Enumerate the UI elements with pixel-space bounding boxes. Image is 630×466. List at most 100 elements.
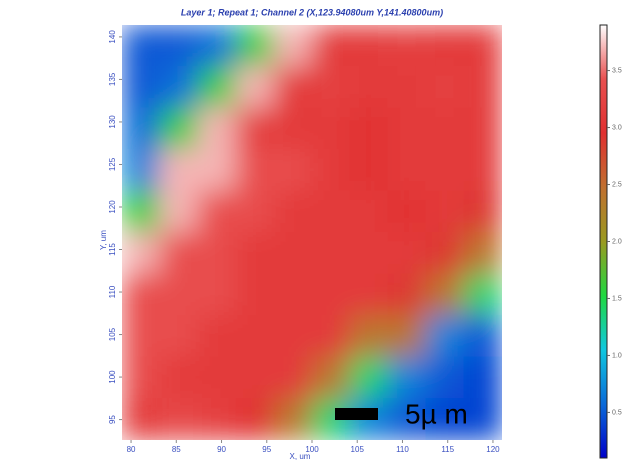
heatmap-cell [197,107,237,150]
heatmap-cell [311,66,351,109]
y-axis-label: Y, um [99,230,108,250]
colorbar-tick-label: 2.0 [612,238,622,245]
heatmap-cell [197,398,237,440]
chart-title: Layer 1; Repeat 1; Channel 2 (X,123.9408… [181,7,443,17]
heatmap-cell [197,232,237,275]
heatmap-cell [463,398,502,440]
heatmap-cell [273,107,313,150]
x-tick-label: 115 [441,445,454,454]
x-axis-label: X, um [290,452,311,461]
heatmap-cell [122,107,161,150]
plot-area [122,25,502,440]
heatmap-cell [235,25,275,67]
heatmap-cell [349,273,389,316]
heatmap-cell [463,356,502,399]
heatmap-cell [425,315,465,358]
heatmap-cell [122,66,161,109]
heatmap-cell [197,356,237,399]
heatmap-cell [122,232,161,275]
heatmap-cell [235,315,275,358]
heatmap-cell [425,232,465,275]
x-tick-label: 100 [305,445,319,454]
colorbar-tick-label: 1.5 [612,295,622,302]
heatmap-cell [159,356,199,399]
heatmap-cell [197,315,237,358]
heatmap-cell [273,273,313,316]
heatmap-cell [311,149,351,192]
x-tick-label: 105 [351,445,365,454]
heatmap-cell [235,398,275,440]
heatmap-cell [387,190,427,233]
heatmap-cell [387,356,427,399]
heatmap-cell [425,398,465,440]
x-tick-label: 95 [262,445,271,454]
x-tick-label: 80 [127,445,136,454]
heatmap-cell [235,190,275,233]
y-tick-label: 110 [108,285,117,298]
y-tick-label: 95 [108,415,117,424]
y-tick-label: 105 [108,327,117,341]
heatmap-cell [273,190,313,233]
heatmap-cell [463,190,502,233]
x-tick-label: 120 [486,445,500,454]
heatmap-cell [311,232,351,275]
heatmap-cell [159,232,199,275]
heatmap-cell [273,25,313,67]
heatmap-cell [273,232,313,275]
colorbar-tick-label: 3.0 [612,124,622,131]
heatmap-cell [425,356,465,399]
heatmap-cell [197,149,237,192]
heatmap-cell [425,66,465,109]
x-tick-label: 110 [396,445,409,454]
heatmap [122,25,502,440]
heatmap-cell [273,398,313,440]
heatmap-cell [349,190,389,233]
heatmap-cell [235,356,275,399]
heatmap-cell [311,107,351,150]
heatmap-cell [311,356,351,399]
heatmap-cell [463,232,502,275]
heatmap-cell [235,149,275,192]
heatmap-cell [425,107,465,150]
heatmap-cell [122,190,161,233]
colorbar [599,24,608,459]
heatmap-cell [235,232,275,275]
heatmap-cell [235,66,275,109]
x-tick-label: 85 [172,445,181,454]
x-tick-label: 90 [217,445,226,454]
heatmap-cell [122,356,161,399]
heatmap-cell [387,398,427,440]
scale-bar [335,408,378,420]
heatmap-cell [463,315,502,358]
colorbar-tick-label: 2.5 [612,181,622,188]
scale-bar-label: 5µ m [405,398,468,429]
heatmap-cell [122,149,161,192]
heatmap-cell [349,232,389,275]
y-tick-label: 135 [108,72,117,86]
heatmap-cell [387,149,427,192]
heatmap-cell [197,273,237,316]
heatmap-cell [159,66,199,109]
heatmap-cell [122,273,161,316]
heatmap-cell [387,232,427,275]
heatmap-cell [425,25,465,67]
heatmap-cell [387,273,427,316]
heatmap-cell [197,190,237,233]
heatmap-cell [159,149,199,192]
heatmap-cell [349,356,389,399]
heatmap-cell [349,107,389,150]
y-tick-label: 130 [108,115,117,129]
heatmap-cell [349,315,389,358]
heatmap-cell [463,107,502,150]
heatmap-cell [425,149,465,192]
heatmap-cell [463,25,502,67]
heatmap-cell [387,107,427,150]
heatmap-cell [463,66,502,109]
heatmap-cell [273,66,313,109]
heatmap-cell [235,107,275,150]
heatmap-cell [349,149,389,192]
heatmap-cell [311,190,351,233]
y-tick-label: 100 [108,370,117,384]
heatmap-cell [273,356,313,399]
heatmap-cell [349,25,389,67]
